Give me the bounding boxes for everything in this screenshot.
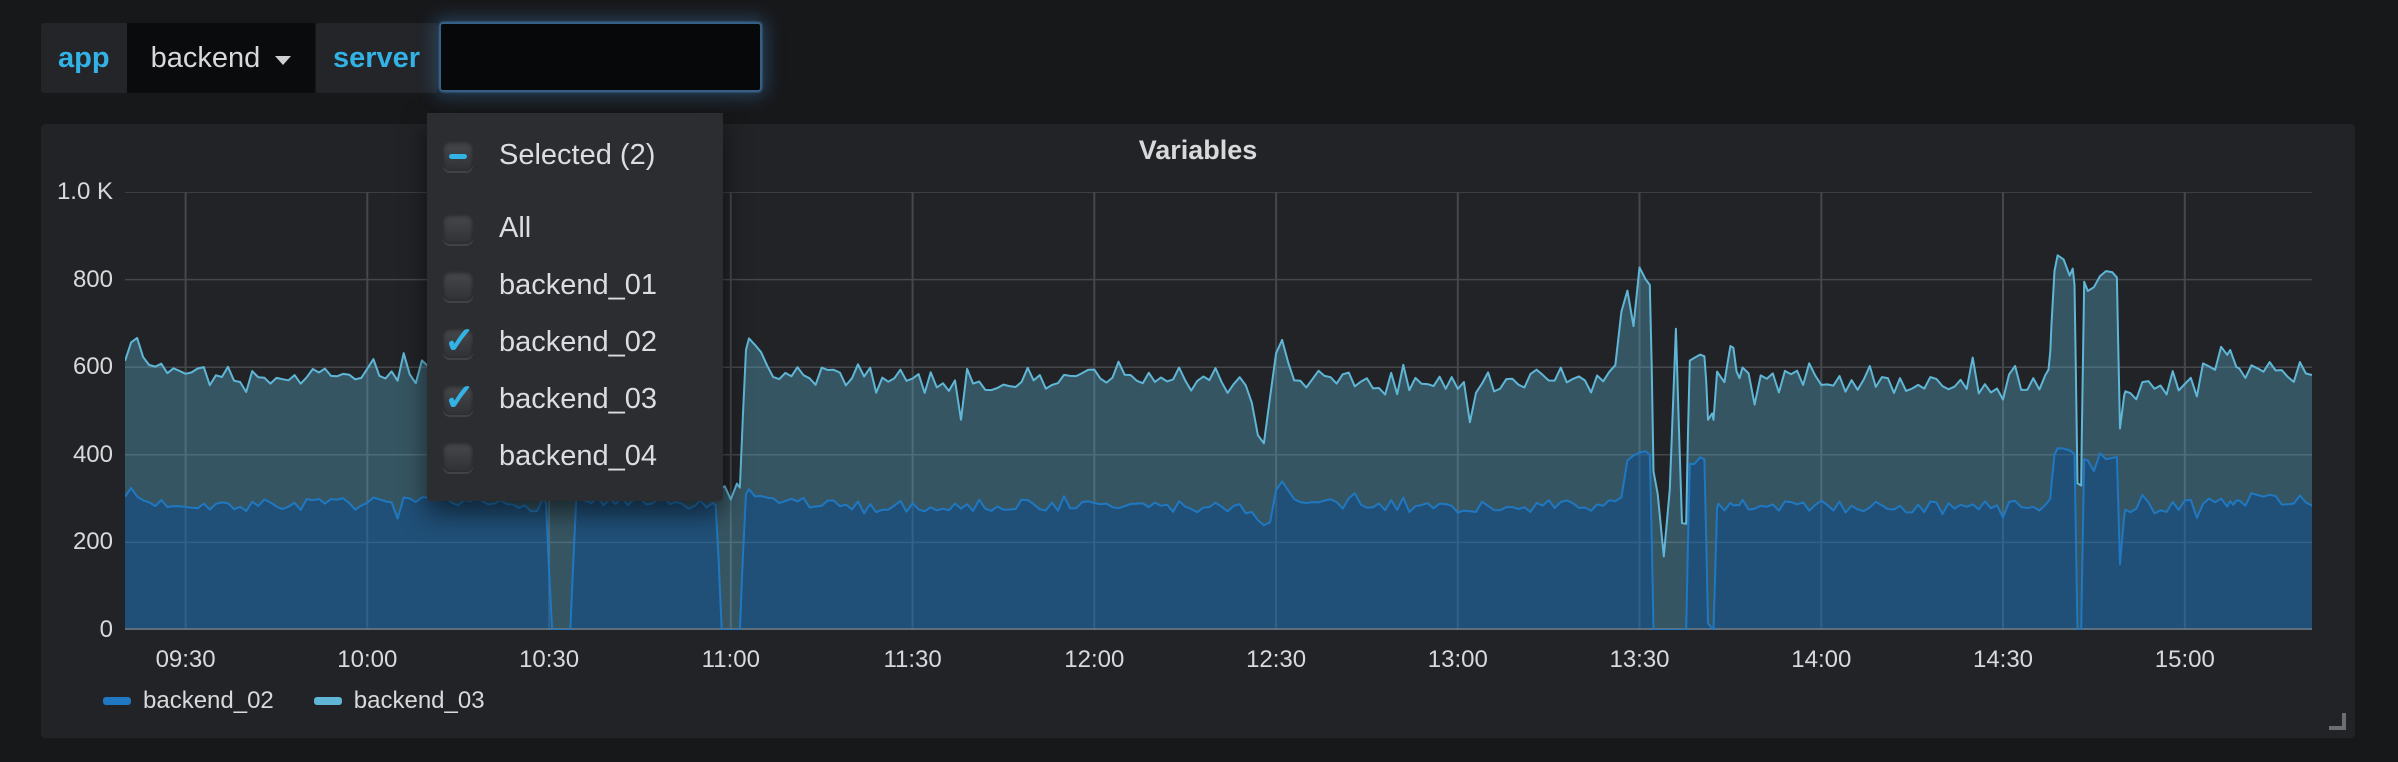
x-tick-label: 11:30	[883, 646, 942, 673]
dropdown-option-backend-01[interactable]: backend_01	[427, 257, 723, 314]
checkbox-icon	[443, 441, 473, 472]
legend-item-backend-03[interactable]: backend_03	[313, 687, 485, 715]
dropdown-option-label: backend_03	[499, 383, 658, 415]
checkbox-icon	[443, 319, 475, 362]
x-tick-label: 09:30	[155, 646, 216, 673]
dropdown-option-label: backend_01	[499, 269, 658, 301]
chart-legend: backend_02 backend_03	[103, 687, 485, 715]
x-tick-label: 10:30	[519, 646, 580, 673]
dropdown-option-backend-02[interactable]: backend_02	[427, 314, 723, 371]
y-tick-label: 200	[72, 528, 113, 556]
checkbox-icon	[443, 213, 473, 244]
checkbox-icon	[443, 376, 475, 419]
dropdown-option-label: Selected (2)	[499, 139, 656, 171]
caret-down-icon	[275, 55, 292, 65]
x-tick-label: 10:00	[337, 646, 398, 673]
variable-server-label: server	[316, 23, 438, 93]
variables-chart	[125, 192, 2312, 630]
panel-resize-handle[interactable]	[2329, 713, 2346, 730]
legend-swatch-icon	[313, 697, 342, 705]
panel-variables: Variables 0 200 400 600 800 1.0 K 09:30 10:00 1…	[41, 124, 2355, 738]
checkbox-icon	[443, 140, 473, 171]
y-tick-label: 600	[72, 353, 113, 381]
x-tick-label: 15:00	[2154, 646, 2215, 673]
dropdown-option-backend-04[interactable]: backend_04	[427, 428, 723, 485]
variable-app-value-dropdown[interactable]: backend	[126, 23, 316, 93]
legend-item-backend-02[interactable]: backend_02	[103, 687, 274, 715]
dropdown-option-selected-count[interactable]: Selected (2)	[427, 127, 723, 184]
dropdown-option-all[interactable]: All	[427, 200, 723, 257]
y-tick-label: 0	[99, 616, 113, 643]
dropdown-option-backend-03[interactable]: backend_03	[427, 371, 723, 428]
x-tick-label: 13:30	[1609, 646, 1670, 673]
legend-swatch-icon	[103, 697, 131, 705]
panel-title[interactable]: Variables	[1138, 135, 1258, 165]
x-tick-label: 11:00	[701, 646, 760, 673]
y-tick-label: 800	[72, 265, 113, 293]
dropdown-option-label: backend_04	[499, 440, 658, 472]
x-tick-label: 14:30	[1972, 646, 2034, 673]
server-dropdown: Selected (2) All backend_01 backend_02 b…	[427, 113, 723, 501]
legend-label: backend_02	[143, 687, 274, 714]
variable-app-label: app	[41, 23, 127, 93]
x-tick-label: 14:00	[1791, 646, 1852, 673]
x-tick-label: 12:00	[1064, 646, 1125, 673]
x-tick-label: 12:30	[1246, 646, 1307, 673]
y-tick-label: 1.0 K	[56, 178, 113, 205]
checkbox-icon	[443, 270, 473, 301]
server-input[interactable]	[440, 23, 762, 91]
legend-label: backend_03	[353, 687, 485, 714]
x-tick-label: 13:00	[1427, 646, 1488, 673]
variable-control-app: app backend	[41, 23, 316, 93]
y-tick-label: 400	[72, 440, 113, 468]
dropdown-option-label: All	[499, 212, 532, 244]
dropdown-option-label: backend_02	[499, 326, 658, 358]
variable-app-value-text: backend	[150, 41, 261, 74]
variable-control-server: server	[316, 23, 762, 93]
